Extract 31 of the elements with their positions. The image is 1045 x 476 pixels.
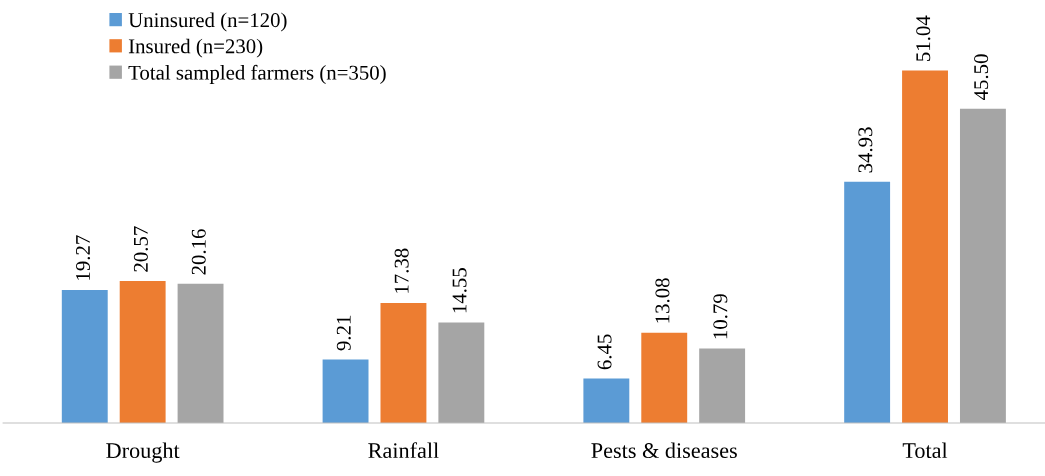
legend-label: Total sampled farmers (n=350) <box>128 64 386 84</box>
data-label: 9.21 <box>336 315 351 351</box>
data-label: 20.16 <box>191 229 206 275</box>
bar <box>699 348 746 423</box>
data-label: 10.79 <box>713 294 728 339</box>
bar <box>844 181 891 423</box>
legend-label: Insured (n=230) <box>128 38 263 58</box>
bar <box>959 108 1006 423</box>
data-label: 51.04 <box>916 15 931 61</box>
data-label: 14.55 <box>452 268 467 313</box>
data-label: 20.57 <box>133 226 148 272</box>
data-label: 45.50 <box>974 54 989 101</box>
bar <box>380 302 427 423</box>
x-tick-label: Rainfall <box>368 442 439 459</box>
x-tick-label: Drought <box>106 442 180 463</box>
bar <box>902 70 948 423</box>
bar <box>641 332 688 423</box>
bar <box>583 378 630 423</box>
data-label: 19.27 <box>75 235 91 280</box>
data-label: 13.08 <box>655 278 670 323</box>
bar <box>119 280 166 423</box>
bar <box>322 359 369 423</box>
bar <box>61 289 108 423</box>
data-label: 34.93 <box>858 127 873 173</box>
bar <box>438 322 485 423</box>
bar <box>177 283 224 423</box>
x-tick-label: Pests & diseases <box>591 442 737 459</box>
data-label: 17.38 <box>394 248 409 293</box>
x-tick-label: Total <box>902 442 948 459</box>
data-label: 6.45 <box>597 334 612 370</box>
legend-label: Uninsured (n=120) <box>128 12 287 32</box>
